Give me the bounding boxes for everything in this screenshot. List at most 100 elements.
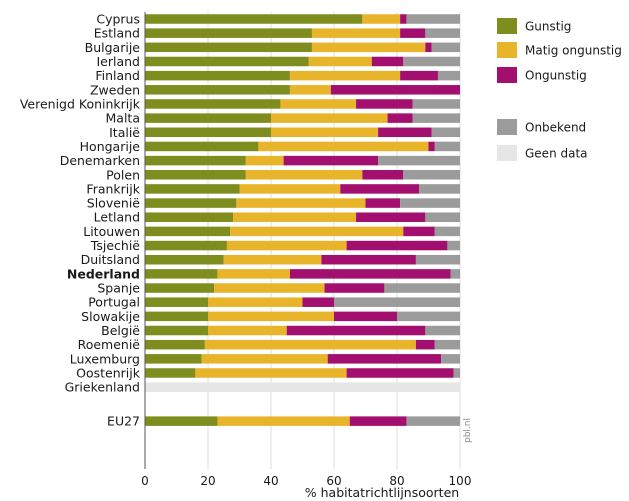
bar-segment: [145, 339, 205, 350]
bar-segment: [245, 170, 363, 180]
bar-segment: [230, 226, 404, 237]
bar-segment: [406, 416, 460, 426]
bar-segment: [223, 254, 322, 265]
legend: Gunstig Matig ongunstig Ongunstig Onbekend G…: [497, 18, 622, 161]
bar-segment: [145, 325, 208, 336]
gridlines: [144, 12, 461, 469]
category-label: Griekenland: [65, 380, 140, 395]
bar-segment: [201, 354, 328, 364]
bar-segment: [346, 368, 454, 378]
bar-segment: [145, 28, 312, 38]
bar-segment: [425, 212, 460, 222]
category-label: Slovenië: [87, 196, 141, 211]
bar-segment: [425, 42, 432, 53]
bar-segment: [387, 113, 413, 123]
bar-segment: [145, 42, 312, 53]
bar-segment: [208, 325, 287, 336]
category-label: Portugal: [88, 295, 140, 310]
bar-segment: [289, 85, 331, 95]
bar-segment: [434, 141, 460, 152]
bar-segment: [145, 113, 271, 123]
bar-segment: [145, 354, 202, 364]
legend-label: Ongunstig: [525, 69, 587, 83]
legend-swatch: [497, 42, 517, 58]
category-label: Frankrijk: [86, 181, 140, 196]
bar-segment: [145, 254, 224, 265]
legend-label: Onbekend: [525, 121, 586, 135]
bar-segment: [362, 170, 404, 180]
bar-segment: [324, 283, 385, 293]
bar-segment: [217, 269, 290, 279]
bar-segment: [378, 155, 460, 166]
category-label: Luxemburg: [70, 351, 140, 366]
category-label: Nederland: [67, 266, 140, 281]
bar-segment: [145, 184, 240, 194]
bar-segment: [145, 155, 246, 166]
bar-segment: [233, 212, 357, 222]
bar-segment: [145, 416, 218, 426]
x-axis-label: % habitatrichtlijnsoorten: [305, 485, 459, 500]
bar-segment: [204, 339, 416, 350]
bar-segment: [415, 254, 460, 265]
legend-swatch: [497, 119, 517, 135]
category-label: Roemenië: [78, 337, 141, 352]
legend-swatch: [497, 67, 517, 83]
category-label: België: [101, 323, 140, 338]
bar-segment: [145, 70, 290, 81]
category-label: Duitsland: [81, 252, 140, 267]
category-label: Polen: [106, 167, 140, 182]
bar-segment: [428, 141, 435, 152]
bar-segment: [431, 127, 460, 138]
x-tick-label: 40: [263, 474, 278, 488]
bar-segment: [330, 85, 460, 95]
bar-segment: [145, 56, 309, 67]
bar-segment: [271, 113, 388, 123]
bar-segment: [437, 70, 460, 81]
bar-segment: [412, 113, 460, 123]
category-label: Italië: [109, 125, 140, 140]
bar-segment: [145, 382, 460, 392]
bar-segment: [334, 311, 397, 322]
category-labels: CyprusEstlandBulgarijeIerlandFinlandZwed…: [20, 12, 141, 429]
bar-segment: [145, 297, 208, 307]
legend-label: Gunstig: [525, 20, 571, 34]
bar-segment: [431, 42, 460, 53]
category-label: Estland: [94, 26, 140, 41]
x-axis: 0 20 40 60 80 100: [141, 12, 471, 488]
x-tick-label: 100: [449, 474, 472, 488]
bar-segment: [145, 127, 271, 138]
bar-segment: [450, 269, 460, 279]
x-tick-label: 60: [326, 474, 341, 488]
bar-segment: [434, 226, 460, 237]
category-label: Bulgarije: [85, 40, 141, 55]
bar-segment: [384, 283, 460, 293]
legend-swatch: [497, 18, 517, 34]
bar-segment: [239, 184, 341, 194]
bar-segment: [145, 311, 208, 322]
bar-segment: [419, 184, 460, 194]
bar-segment: [145, 368, 196, 378]
bar-segment: [214, 283, 325, 293]
bar-segment: [217, 416, 350, 426]
bar-segment: [415, 339, 435, 350]
legend-swatch: [497, 145, 517, 161]
category-label: Denemarken: [60, 153, 140, 168]
bar-segment: [145, 283, 215, 293]
x-tick-label: 20: [200, 474, 215, 488]
category-label: Litouwen: [83, 224, 140, 239]
bar-segment: [145, 14, 363, 24]
bar-segment: [349, 416, 407, 426]
bar-segment: [400, 70, 438, 81]
bars: [145, 14, 460, 426]
bar-segment: [195, 368, 347, 378]
bar-segment: [371, 56, 404, 67]
category-label: Slowakije: [81, 309, 140, 324]
bar-segment: [397, 311, 460, 322]
x-tick-label: 0: [141, 474, 149, 488]
bar-segment: [403, 170, 460, 180]
bar-segment: [441, 354, 460, 364]
bar-segment: [308, 56, 372, 67]
bar-segment: [226, 240, 347, 251]
bar-segment: [362, 14, 401, 24]
